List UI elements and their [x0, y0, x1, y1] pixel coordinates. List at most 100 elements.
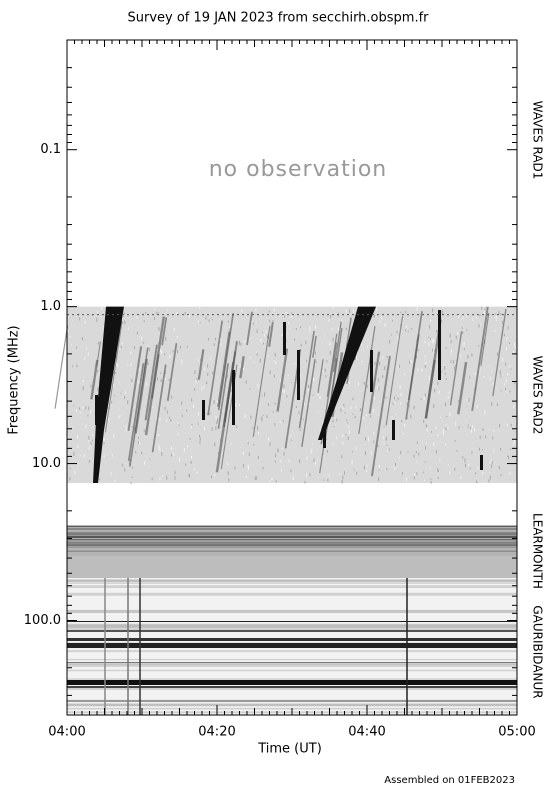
- band: [67, 686, 517, 688]
- noise: [383, 442, 385, 445]
- noise: [131, 476, 133, 478]
- noise: [77, 445, 79, 449]
- noise: [489, 428, 491, 431]
- noise: [295, 384, 297, 387]
- noise: [118, 415, 120, 419]
- noise: [466, 329, 468, 331]
- noise: [153, 308, 155, 310]
- noise: [322, 420, 324, 425]
- noise: [492, 382, 494, 386]
- x-tick-label: 04:00: [48, 725, 85, 740]
- noise: [348, 309, 350, 313]
- noise: [373, 432, 375, 435]
- noise: [255, 321, 257, 323]
- noise: [283, 452, 285, 456]
- noise: [74, 470, 76, 475]
- noise: [188, 475, 190, 477]
- noise: [339, 473, 341, 476]
- noise: [174, 476, 176, 480]
- noise: [255, 476, 257, 480]
- noise: [352, 309, 354, 313]
- noise: [430, 478, 432, 480]
- noise: [89, 444, 91, 447]
- noise: [505, 362, 507, 366]
- noise: [391, 416, 393, 419]
- noise: [501, 374, 503, 377]
- noise: [414, 473, 416, 476]
- noise: [190, 455, 192, 459]
- noise: [379, 320, 381, 324]
- noise: [355, 406, 357, 409]
- noise: [428, 342, 430, 346]
- noise: [241, 309, 243, 313]
- noise: [253, 322, 255, 325]
- noise: [489, 475, 491, 480]
- noise: [378, 414, 380, 416]
- noise: [97, 369, 99, 373]
- noise: [290, 469, 292, 473]
- noise: [84, 357, 86, 360]
- noise: [350, 406, 352, 410]
- noise: [164, 353, 166, 356]
- noise: [76, 364, 78, 368]
- footer: Assembled on 01FEB2023: [384, 775, 515, 786]
- noise: [430, 319, 432, 322]
- noise: [390, 333, 392, 336]
- noise: [508, 342, 510, 345]
- noise: [260, 338, 262, 343]
- noise: [91, 375, 93, 378]
- noise: [370, 451, 372, 455]
- noise: [291, 312, 293, 314]
- noise: [242, 464, 244, 468]
- noise: [288, 321, 290, 325]
- noise: [329, 350, 331, 355]
- noise: [416, 355, 418, 359]
- noise: [474, 372, 476, 375]
- noise: [246, 440, 248, 442]
- noise: [292, 476, 294, 481]
- noise: [194, 370, 196, 375]
- noise: [378, 469, 380, 471]
- noise: [72, 365, 74, 368]
- noise: [131, 425, 133, 428]
- noise: [242, 341, 244, 343]
- noise: [216, 421, 218, 425]
- noise: [186, 345, 188, 348]
- noise: [496, 316, 498, 318]
- noise: [437, 470, 439, 472]
- noise: [380, 401, 382, 403]
- burst-streak: [457, 361, 468, 415]
- noise: [401, 419, 403, 423]
- noise: [378, 386, 380, 391]
- noise: [269, 370, 271, 374]
- noise: [424, 355, 426, 358]
- noise: [268, 437, 270, 441]
- noise: [484, 481, 486, 485]
- noise: [216, 400, 218, 404]
- noise: [212, 371, 214, 375]
- noise: [457, 400, 459, 402]
- noise: [103, 324, 105, 326]
- noise: [103, 442, 105, 445]
- noise: [279, 379, 281, 382]
- noise: [348, 382, 350, 384]
- noise: [311, 448, 313, 451]
- noise: [454, 366, 456, 371]
- noise: [199, 437, 201, 441]
- noise: [168, 416, 170, 419]
- noise: [137, 380, 139, 384]
- noise: [446, 415, 448, 418]
- noise: [205, 316, 207, 320]
- noise: [262, 467, 264, 470]
- noise: [103, 455, 105, 458]
- noise: [388, 448, 390, 451]
- noise: [144, 461, 146, 465]
- noise: [441, 371, 443, 373]
- noise: [145, 382, 147, 386]
- noise: [383, 426, 385, 428]
- noise: [134, 346, 136, 350]
- noise: [409, 355, 411, 357]
- noise: [361, 344, 363, 346]
- noise: [309, 328, 311, 332]
- noise: [148, 347, 150, 352]
